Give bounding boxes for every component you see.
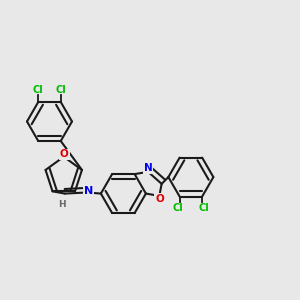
Text: Cl: Cl	[173, 203, 184, 213]
Text: Cl: Cl	[198, 203, 209, 213]
Text: Cl: Cl	[56, 85, 67, 94]
Text: H: H	[58, 200, 66, 209]
Text: O: O	[60, 149, 69, 159]
Text: N: N	[84, 186, 94, 196]
Text: O: O	[155, 194, 164, 204]
Text: Cl: Cl	[32, 85, 43, 94]
Text: N: N	[144, 163, 152, 173]
